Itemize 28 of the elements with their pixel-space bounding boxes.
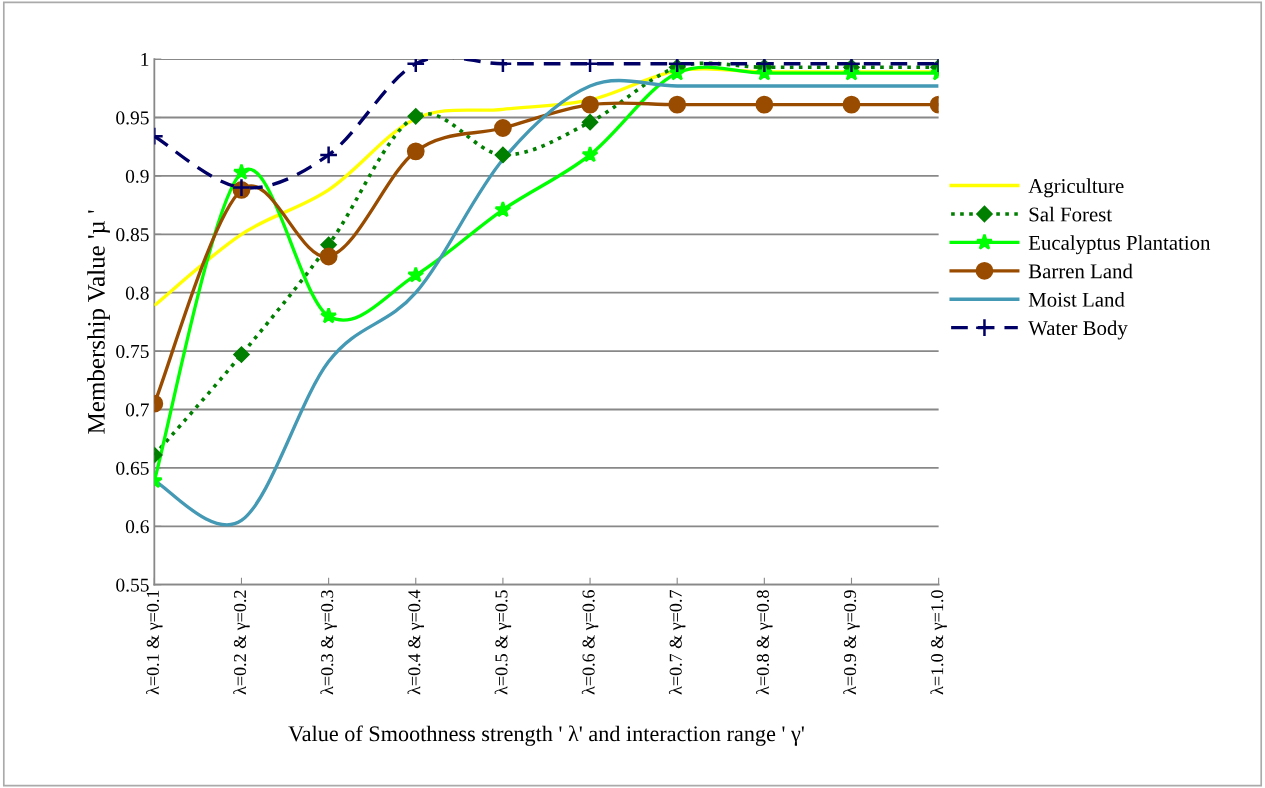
y-tick-label: 0.6 [125,520,149,534]
y-tick-label: 0.8 [125,286,149,300]
y-tick-label: 0.55 [116,578,149,592]
x-tick-label: λ=0.1 & γ=0.1 [146,590,163,695]
legend-label: Agriculture [1028,178,1124,198]
x-tick-label: λ=0.5 & γ=0.5 [494,590,512,695]
y-tick-label: 0.65 [116,461,149,475]
y-tick-label: 1 [141,53,149,66]
x-tick-label: λ=0.6 & γ=0.6 [581,590,599,695]
x-axis-title: Value of Smoothness strength ' λ' and interaction range ' γ' [288,725,804,746]
x-tick-label: λ=1.0 & γ=1.0 [930,590,947,695]
legend-label: Eucalyptus Plantation [1028,235,1211,255]
y-tick-label: 0.75 [116,344,149,359]
x-tick-label: λ=0.7 & γ=0.7 [668,590,686,695]
legend-label: Barren Land [1028,263,1133,279]
x-tick-label: λ=0.9 & γ=0.9 [843,590,860,695]
y-tick-label: 0.85 [116,228,149,242]
legend-label: Sal Forest [1029,206,1113,222]
legend-label: Moist Land [1028,292,1125,307]
x-tick-label: λ=0.2 & γ=0.2 [233,590,250,695]
x-tick-label: λ=0.3 & γ=0.3 [320,590,337,695]
y-tick-label: 0.95 [116,111,149,125]
legend-label: Water Body [1028,320,1128,340]
x-tick-label: λ=0.4 & γ=0.4 [407,589,425,695]
y-tick-label: 0.9 [125,169,149,183]
x-tick-label: λ=0.8 & γ=0.8 [756,590,773,695]
y-axis-title: Membership Value 'µ ' [87,210,110,434]
y-tick-label: 0.7 [125,403,149,417]
